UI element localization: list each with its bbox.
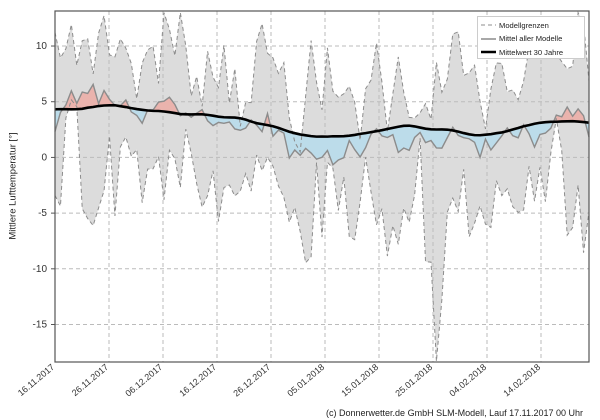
- svg-text:06.12.2017: 06.12.2017: [123, 362, 164, 399]
- svg-text:26.12.2017: 26.12.2017: [231, 362, 272, 399]
- svg-text:-15: -15: [33, 320, 48, 331]
- svg-text:5: 5: [41, 97, 47, 108]
- svg-text:10: 10: [36, 41, 48, 52]
- svg-text:14.02.2018: 14.02.2018: [501, 362, 542, 399]
- svg-text:05.01.2018: 05.01.2018: [285, 362, 326, 399]
- svg-text:-5: -5: [38, 208, 47, 219]
- svg-text:15.01.2018: 15.01.2018: [339, 362, 380, 399]
- svg-text:26.11.2017: 26.11.2017: [70, 362, 110, 398]
- svg-text:25.01.2018: 25.01.2018: [393, 362, 434, 399]
- svg-text:0: 0: [41, 152, 47, 163]
- svg-text:-10: -10: [33, 264, 48, 275]
- svg-text:16.12.2017: 16.12.2017: [177, 362, 218, 399]
- svg-text:16.11.2017: 16.11.2017: [16, 362, 56, 398]
- svg-text:04.02.2018: 04.02.2018: [447, 362, 488, 399]
